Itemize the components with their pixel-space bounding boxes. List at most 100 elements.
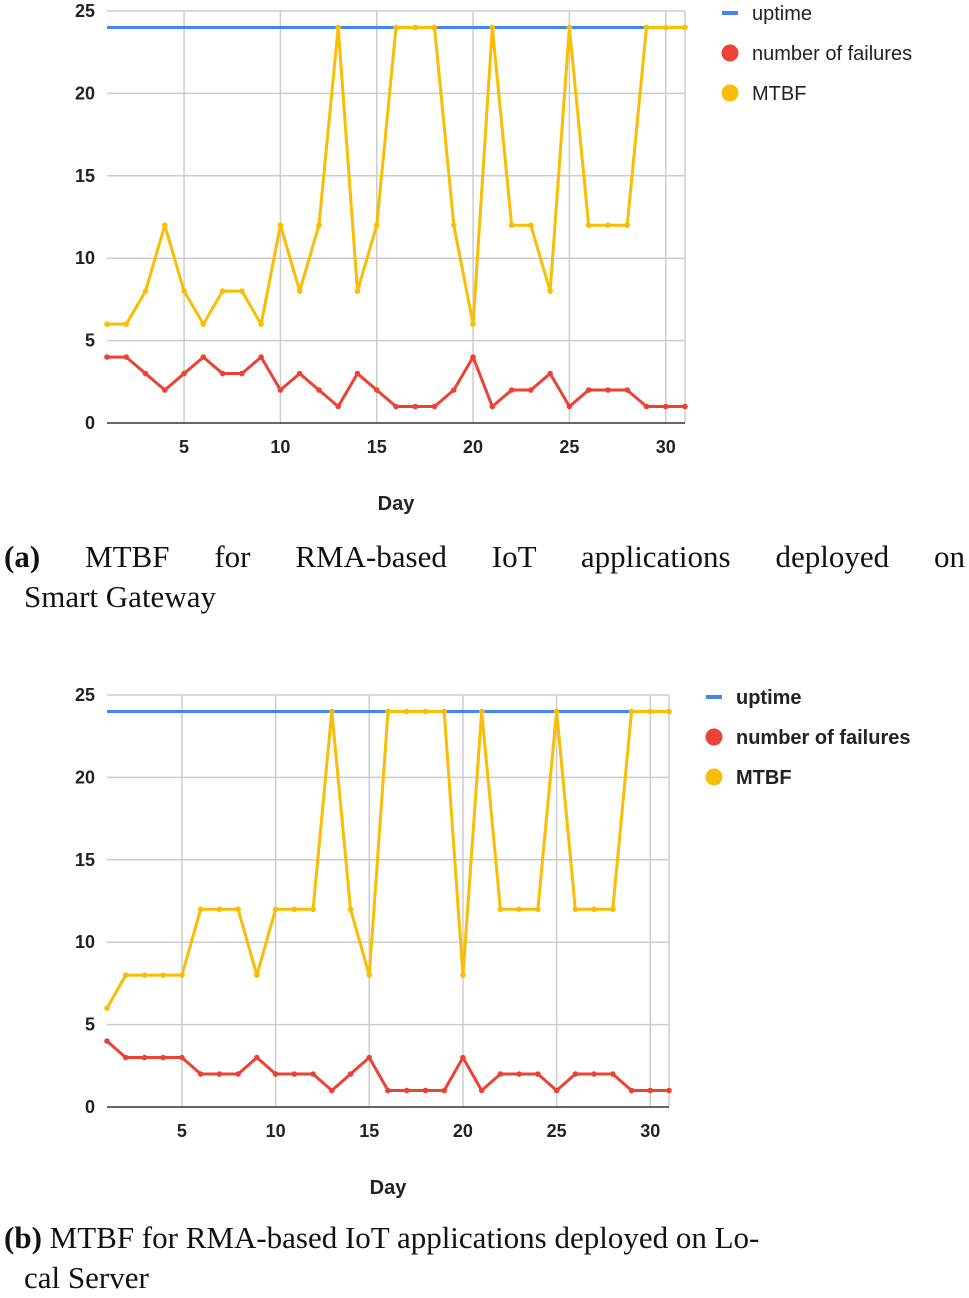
series-line-number-of-failures — [106, 1039, 669, 1093]
caption-b-label: (b) — [4, 1220, 42, 1255]
data-point-mtbf — [347, 906, 354, 913]
data-point-number-of-failures — [662, 403, 669, 410]
data-point-number-of-failures — [516, 1071, 522, 1077]
legend-label-number-of-failures: number of failures — [736, 727, 910, 749]
data-point-number-of-failures — [566, 403, 573, 410]
legend-marker-number-of-failures — [721, 44, 739, 62]
x-tick-label: 30 — [640, 1121, 660, 1141]
data-point-number-of-failures — [591, 1071, 597, 1077]
data-point-mtbf — [104, 1005, 110, 1011]
data-point-mtbf — [123, 321, 130, 327]
x-tick-label: 10 — [266, 1121, 286, 1141]
data-point-mtbf — [141, 972, 148, 978]
data-point-number-of-failures — [572, 1071, 579, 1077]
y-tick-label: 20 — [75, 83, 95, 103]
series-mtbf — [104, 24, 688, 327]
series-line-number-of-failures — [107, 355, 685, 409]
data-point-mtbf — [610, 906, 616, 913]
data-point-number-of-failures — [682, 403, 688, 410]
data-point-mtbf — [216, 906, 223, 913]
data-point-mtbf — [647, 708, 654, 715]
x-tick-label: 20 — [453, 1121, 473, 1141]
gridlines — [107, 10, 686, 423]
data-point-mtbf — [254, 972, 260, 978]
data-point-mtbf — [547, 288, 553, 294]
data-point-number-of-failures — [393, 403, 399, 410]
data-point-mtbf — [200, 321, 207, 327]
data-point-number-of-failures — [329, 1087, 335, 1094]
data-point-mtbf — [422, 708, 429, 715]
data-point-number-of-failures — [460, 1054, 466, 1061]
series-number-of-failures — [104, 354, 688, 410]
data-point-number-of-failures — [179, 1054, 185, 1061]
y-tick-label: 10 — [75, 932, 95, 952]
x-tick-label: 15 — [359, 1121, 379, 1141]
data-point-number-of-failures — [354, 370, 361, 377]
data-point-mtbf — [335, 24, 342, 31]
data-point-mtbf — [666, 708, 672, 715]
data-point-mtbf — [412, 24, 419, 31]
data-point-number-of-failures — [254, 1054, 260, 1061]
data-point-mtbf — [662, 24, 669, 31]
data-point-mtbf — [682, 24, 688, 31]
y-tick-label: 15 — [75, 166, 95, 186]
data-point-mtbf — [197, 906, 204, 913]
data-point-number-of-failures — [451, 387, 457, 393]
data-point-mtbf — [591, 906, 597, 913]
data-point-number-of-failures — [160, 1054, 166, 1061]
data-point-number-of-failures — [643, 403, 650, 410]
legend-marker-mtbf — [705, 768, 723, 786]
x-axis-title: Day — [370, 1177, 408, 1199]
data-point-mtbf — [239, 288, 245, 294]
caption-b-line1: MTBF for RMA-based IoT applications depl… — [49, 1220, 760, 1255]
data-point-number-of-failures — [296, 370, 303, 377]
data-point-number-of-failures — [235, 1071, 241, 1077]
data-point-number-of-failures — [366, 1054, 373, 1061]
x-tick-label: 25 — [547, 1121, 567, 1141]
caption-a-label: (a) — [4, 539, 41, 574]
data-point-number-of-failures — [403, 1087, 410, 1094]
data-point-mtbf — [566, 24, 573, 31]
data-point-mtbf — [316, 222, 322, 229]
data-point-mtbf — [329, 708, 335, 715]
data-point-number-of-failures — [628, 1087, 635, 1094]
data-point-mtbf — [585, 222, 592, 229]
data-point-mtbf — [373, 222, 380, 229]
y-tick-label: 20 — [75, 767, 95, 787]
y-tick-label: 0 — [85, 413, 95, 433]
data-point-number-of-failures — [122, 1054, 129, 1061]
data-point-number-of-failures — [585, 387, 592, 393]
y-tick-label: 0 — [85, 1097, 95, 1117]
legend-label-number-of-failures: number of failures — [752, 43, 912, 65]
legend-label-uptime: uptime — [736, 687, 802, 709]
data-point-number-of-failures — [497, 1071, 504, 1077]
data-point-number-of-failures — [316, 387, 322, 393]
data-point-number-of-failures — [666, 1087, 672, 1094]
data-point-mtbf — [181, 288, 187, 294]
caption-b-line2: cal Server — [24, 1260, 149, 1295]
data-point-number-of-failures — [347, 1071, 354, 1077]
data-point-number-of-failures — [508, 387, 515, 393]
data-point-number-of-failures — [373, 387, 380, 393]
data-point-number-of-failures — [219, 370, 226, 377]
data-point-mtbf — [296, 288, 303, 294]
chart-a: 0 5 10 15 20 25 5 10 15 20 25 30 Day uptime number of … — [75, 1, 912, 515]
data-point-mtbf — [122, 972, 129, 978]
x-tick-label: 10 — [270, 437, 290, 457]
data-point-mtbf — [643, 24, 650, 31]
data-point-number-of-failures — [553, 1087, 560, 1094]
y-tick-label: 25 — [75, 1, 95, 21]
data-point-number-of-failures — [528, 387, 534, 393]
data-point-number-of-failures — [431, 403, 438, 410]
data-point-mtbf — [535, 906, 541, 913]
data-point-mtbf — [354, 288, 361, 294]
data-point-mtbf — [605, 222, 611, 229]
legend-marker-number-of-failures — [705, 728, 723, 746]
data-point-number-of-failures — [104, 1038, 110, 1044]
data-point-mtbf — [366, 972, 373, 978]
x-axis-title: Day — [378, 493, 416, 515]
legend: uptime number of failures MTBF — [721, 3, 912, 105]
x-tick-label: 15 — [367, 437, 387, 457]
data-point-mtbf — [277, 222, 284, 229]
y-tick-label: 10 — [75, 248, 95, 268]
